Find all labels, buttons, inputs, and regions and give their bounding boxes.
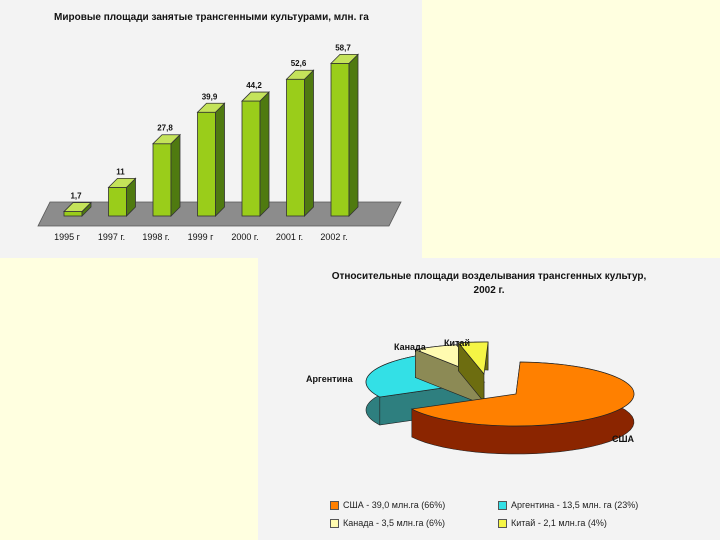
- legend-swatch-canada: [330, 518, 339, 528]
- bar-1: [107, 177, 137, 217]
- legend-item-usa: США - 39,0 млн.га (66%): [330, 500, 445, 510]
- bar-0: [63, 201, 92, 217]
- x-tick-label-6: 2002 г.: [320, 232, 347, 242]
- bar-top-6: [330, 53, 359, 64]
- pie-title-line-2: 2002 г.: [473, 285, 505, 296]
- bar-front-1: [108, 186, 127, 217]
- bar-value-label-0: 1,7: [70, 192, 82, 201]
- legend-swatch-china: [498, 518, 507, 528]
- bar-front-5: [286, 78, 305, 217]
- bar-front-6: [330, 62, 350, 217]
- x-tick-label-5: 2001 г.: [276, 232, 303, 242]
- bar-side-5: [304, 69, 314, 217]
- legend-label-china: Китай - 2,1 млн.га (4%): [511, 518, 607, 528]
- bar-value-label-5: 52,6: [291, 59, 307, 68]
- pie-label-2: Канада: [394, 342, 427, 352]
- legend-item-canada: Канада - 3,5 млн.га (6%): [330, 518, 445, 528]
- legend-label-usa: США - 39,0 млн.га (66%): [343, 500, 446, 510]
- bar-value-label-1: 11: [116, 167, 125, 176]
- pie-slice-0: [410, 361, 635, 455]
- bar-3: [196, 102, 226, 217]
- bar-top-1: [107, 177, 137, 188]
- legend-item-china: Китай - 2,1 млн.га (4%): [498, 518, 607, 528]
- bar-2: [152, 133, 181, 217]
- bar-top-0: [63, 202, 92, 212]
- bar-front-4: [241, 100, 261, 217]
- legend-swatch-usa: [330, 500, 339, 510]
- bar-front-0: [63, 211, 83, 217]
- bar-side-4: [259, 91, 270, 217]
- pie-chart-panel: Относительные площади возделывания транс…: [258, 258, 720, 540]
- pie-top-0: [410, 361, 635, 427]
- pie-title-line-1: Относительные площади возделывания транс…: [331, 271, 647, 282]
- bar-top-2: [152, 134, 181, 145]
- x-tick-label-0: 1995 г: [54, 232, 81, 242]
- bar-5: [285, 69, 315, 217]
- bar-4: [241, 91, 270, 217]
- bar-value-label-6: 58,7: [335, 43, 351, 52]
- bar-chart-panel: Мировые площади занятые трансгенными кул…: [0, 0, 422, 258]
- x-tick-label-4: 2000 г.: [231, 232, 258, 242]
- bar-side-6: [348, 53, 359, 217]
- pie-label-1: Аргентина: [306, 374, 354, 384]
- pie-slice-3: [457, 341, 489, 403]
- x-tick-label-3: 1999 г: [188, 232, 215, 242]
- pie-chart-plot: США Аргентина Канада Китай: [306, 338, 635, 455]
- legend-label-canada: Канада - 3,5 млн.га (6%): [343, 518, 445, 528]
- bar-value-label-4: 44,2: [246, 81, 262, 90]
- bar-top-5: [285, 69, 315, 80]
- x-tick-label-2: 1998 г.: [142, 232, 169, 242]
- bar-front-2: [152, 143, 172, 217]
- bar-6: [330, 53, 359, 217]
- legend-swatch-argentina: [498, 500, 507, 510]
- bar-value-label-2: 27,8: [157, 124, 173, 133]
- bar-top-3: [196, 102, 226, 113]
- pie-label-0: США: [612, 434, 635, 444]
- bar-chart-title: Мировые площади занятые трансгенными кул…: [54, 12, 369, 23]
- bar-chart-plot: 1,7 1995 г 11 1997 г. 27,8 1998 г. 39,9 1999 г 4…: [37, 43, 402, 242]
- legend-label-argentina: Аргентина - 13,5 млн. га (23%): [511, 500, 639, 510]
- bar-side-3: [215, 102, 225, 217]
- bar-side-2: [170, 133, 181, 217]
- x-tick-label-1: 1997 г.: [98, 232, 125, 242]
- pie-top-3: [457, 341, 489, 375]
- pie-chart-title: Относительные площади возделывания транс…: [258, 270, 720, 298]
- pie-label-3: Китай: [444, 338, 470, 348]
- legend-item-argentina: Аргентина - 13,5 млн. га (23%): [498, 500, 638, 510]
- bar-value-label-3: 39,9: [202, 92, 218, 101]
- bar-top-4: [241, 91, 270, 102]
- bar-front-3: [197, 111, 216, 217]
